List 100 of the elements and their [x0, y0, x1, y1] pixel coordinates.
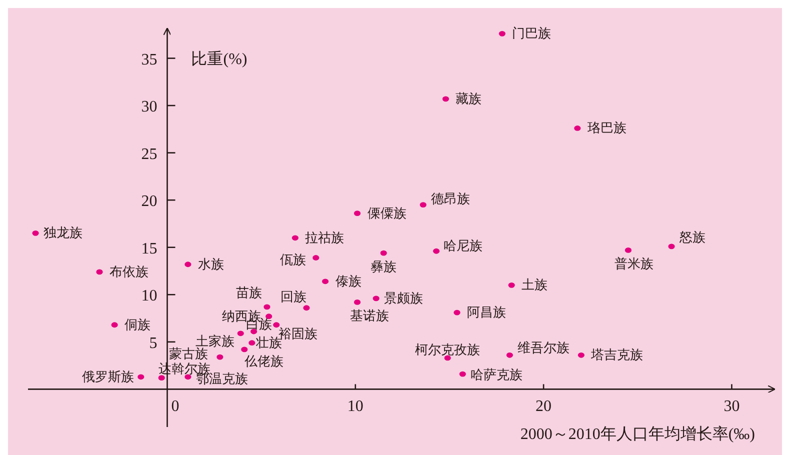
- series-label: 德昂族: [431, 190, 470, 206]
- point: [574, 126, 581, 131]
- series-label: 门巴族: [512, 26, 552, 41]
- series-label: 阿昌族: [467, 304, 506, 320]
- point: [138, 374, 144, 380]
- series-label: 哈萨克族: [470, 367, 523, 382]
- series-label: 普米族: [614, 256, 654, 272]
- series-label: 基诺族: [350, 308, 389, 324]
- point: [216, 354, 224, 360]
- 傣族: 傣族: [322, 273, 362, 288]
- 藏族: 藏族: [442, 90, 482, 106]
- point: [32, 230, 39, 236]
- series-label: 彝族: [370, 259, 397, 274]
- y-tick-label: 15: [141, 240, 158, 258]
- y-tick-label: 30: [141, 98, 158, 116]
- series-label: 塔吉克族: [590, 347, 644, 362]
- point: [354, 210, 361, 216]
- point: [158, 375, 165, 381]
- 土家族: 土家族: [196, 330, 244, 348]
- point: [498, 30, 506, 36]
- point: [444, 355, 451, 361]
- 蒙古族: 蒙古族: [168, 346, 224, 362]
- 维吾尔族: 维吾尔族: [506, 340, 570, 358]
- point: [380, 250, 387, 256]
- point: [442, 96, 450, 102]
- series-label: 水族: [198, 256, 224, 272]
- point: [508, 282, 515, 288]
- series-label: 独龙族: [44, 225, 83, 240]
- series-label: 傣族: [335, 273, 362, 288]
- 普米族: 普米族: [614, 248, 654, 272]
- x-tick-label: 30: [724, 398, 740, 416]
- 门巴族: 门巴族: [498, 26, 552, 41]
- x-tick-label: 20: [536, 398, 552, 416]
- point: [420, 202, 426, 208]
- point: [624, 247, 632, 253]
- series-label: 柯尔克孜族: [415, 342, 480, 357]
- 布依族: 布依族: [96, 264, 148, 279]
- x-axis-title: 2000～2010年人口年均增长率(‰): [520, 425, 755, 444]
- series-label: 土族: [522, 277, 548, 292]
- point: [184, 262, 192, 268]
- point: [312, 255, 320, 260]
- 佤族: 佤族: [280, 252, 320, 267]
- series-label: 布依族: [110, 264, 148, 279]
- point: [241, 346, 248, 352]
- series-label: 哈尼族: [443, 238, 482, 254]
- 土族: 土族: [508, 277, 548, 292]
- point: [354, 299, 361, 305]
- 珞巴族: 珞巴族: [574, 120, 626, 136]
- 苗族: 苗族: [236, 284, 270, 310]
- x-tick-label: 0: [171, 398, 180, 416]
- series-label: 土家族: [196, 333, 235, 348]
- point: [578, 352, 584, 358]
- 哈尼族: 哈尼族: [433, 238, 482, 254]
- series-label: 回族: [280, 288, 306, 304]
- 塔吉克族: 塔吉克族: [578, 347, 644, 362]
- y-axis-title: 比重(%): [191, 50, 248, 68]
- point: [322, 278, 329, 284]
- 独龙族: 独龙族: [32, 225, 83, 240]
- point: [459, 371, 466, 377]
- point: [303, 305, 310, 311]
- 水族: 水族: [184, 256, 224, 272]
- 拉祜族: 拉祜族: [292, 230, 344, 245]
- series-label: 怒族: [678, 229, 706, 244]
- point: [111, 322, 118, 328]
- 俄罗斯族: 俄罗斯族: [82, 368, 144, 384]
- point: [668, 244, 675, 250]
- point: [506, 352, 513, 358]
- y-tick-label: 20: [141, 193, 158, 210]
- series-label: 佤族: [280, 252, 306, 267]
- point: [433, 248, 440, 254]
- point: [454, 310, 460, 316]
- series-label: 傈僳族: [367, 205, 406, 220]
- x-tick-label: 10: [347, 398, 364, 416]
- series-label: 仫佬族: [243, 353, 284, 368]
- point: [372, 296, 380, 302]
- 柯尔克孜族: 柯尔克孜族: [415, 342, 480, 361]
- y-tick-label: 5: [149, 334, 158, 352]
- point: [292, 235, 298, 241]
- series-label: 拉祜族: [305, 230, 344, 245]
- 回族: 回族: [280, 288, 310, 311]
- y-tick-label: 25: [141, 146, 158, 163]
- 彝族: 彝族: [370, 250, 397, 274]
- 怒族: 怒族: [668, 229, 706, 250]
- 哈萨克族: 哈萨克族: [459, 367, 523, 382]
- series-label: 俄罗斯族: [82, 368, 134, 384]
- 傈僳族: 傈僳族: [354, 205, 406, 220]
- series-label: 珞巴族: [587, 120, 626, 136]
- point: [96, 269, 103, 275]
- point: [273, 322, 280, 328]
- point: [237, 330, 244, 336]
- point: [264, 304, 270, 310]
- series-label: 苗族: [236, 284, 262, 300]
- y-tick-label: 10: [141, 288, 158, 305]
- point: [248, 340, 256, 346]
- 德昂族: 德昂族: [420, 190, 470, 208]
- series-label: 维吾尔族: [518, 340, 570, 356]
- series-label: 侗族: [124, 316, 151, 332]
- 侗族: 侗族: [111, 316, 151, 332]
- 阿昌族: 阿昌族: [454, 304, 506, 320]
- series-label: 蒙古族: [168, 346, 208, 362]
